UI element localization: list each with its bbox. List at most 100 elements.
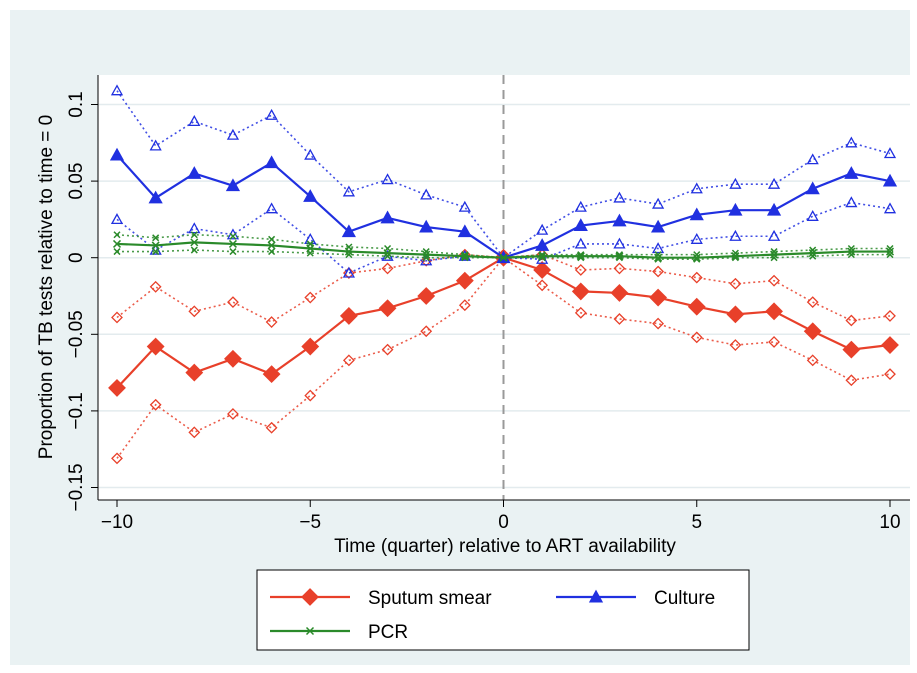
sputum-smear-ci-lower-point — [188, 426, 201, 439]
sputum-smear-point — [610, 284, 629, 302]
pcr-point — [151, 241, 160, 250]
sputum-smear-ci-upper-point — [574, 264, 587, 276]
sputum-smear-ci-lower-point — [149, 398, 162, 411]
pcr-ci-upper-point — [190, 231, 198, 239]
sputum-smear-ci-upper-point — [613, 262, 626, 275]
culture-point — [650, 219, 666, 233]
culture-ci-upper-point — [806, 153, 819, 165]
sputum-smear-point — [185, 363, 204, 382]
culture-point — [225, 178, 241, 192]
culture-ci-upper-point — [729, 177, 742, 189]
sputum-smear-point — [765, 302, 783, 321]
sputum-smear-ci-upper-point — [149, 280, 162, 293]
sputum-smear-point — [339, 306, 358, 325]
sputum-smear-point — [301, 337, 320, 356]
pcr-point — [808, 249, 817, 258]
legend: Sputum smear Culture PCR — [256, 569, 750, 651]
culture-point — [612, 213, 627, 227]
legend-marker — [588, 589, 604, 603]
culture-point — [457, 224, 472, 238]
x-tick-label: 5 — [691, 512, 702, 533]
culture-point — [380, 210, 395, 224]
sputum-smear-point — [726, 305, 745, 324]
y-axis-label: Proportion of TB tests relative to time … — [36, 115, 57, 459]
sputum-smear-point — [224, 349, 242, 368]
culture-point — [766, 202, 782, 216]
culture-point — [187, 166, 202, 179]
culture-ci-lower-line — [116, 201, 891, 274]
y-tick-label: −0.15 — [66, 463, 87, 511]
legend-items: Sputum smear Culture PCR — [270, 588, 715, 643]
culture-point — [805, 181, 820, 195]
y-tick-label: −0.05 — [66, 310, 87, 358]
pcr-point — [576, 252, 585, 261]
pcr-point — [306, 244, 315, 253]
sputum-smear-ci-upper-point — [304, 291, 317, 304]
pcr-ci-lower-point — [461, 254, 469, 262]
pcr-point — [190, 238, 199, 247]
culture-point — [728, 202, 743, 216]
culture-point — [148, 190, 163, 204]
y-tick-label: 0.05 — [66, 163, 87, 200]
x-tick-label: 0 — [498, 512, 509, 533]
culture-ci-upper-point — [226, 128, 240, 140]
sputum-smear-ci-upper-point — [420, 254, 433, 267]
culture-ci-lower-point — [729, 229, 742, 241]
culture-point — [573, 218, 588, 231]
axes: −0.15 −0.1 −0.05 0 0.05 0.1 −10 −5 0 5 10 — [66, 91, 901, 533]
sputum-smear-ci-lower-point — [342, 354, 355, 367]
legend-item-pcr: PCR — [270, 622, 408, 643]
sputum-smear-ci-upper-point — [884, 309, 896, 322]
pcr-point — [344, 247, 353, 256]
sputum-smear-ci-lower-point — [111, 452, 123, 465]
sputum-smear-ci-lower-point — [458, 299, 471, 312]
culture-point — [419, 219, 434, 233]
legend-label: Culture — [654, 588, 715, 609]
culture-point — [689, 207, 704, 221]
pcr-ci-lower-point — [731, 254, 739, 262]
sputum-smear-ci-upper-point — [342, 267, 355, 279]
sputum-smear-ci-lower-point — [381, 343, 394, 356]
sputum-smear-point — [842, 340, 861, 359]
pcr-ci-upper-point — [268, 235, 276, 243]
sputum-smear-point — [455, 271, 474, 290]
sputum-smear-point — [378, 299, 397, 318]
sputum-smear-point — [146, 337, 165, 356]
culture-ci-upper-point — [265, 108, 278, 120]
pcr-ci-upper-point — [152, 234, 160, 242]
pcr-ci-lower-point — [190, 246, 198, 254]
y-tick-label: 0.1 — [66, 91, 87, 117]
culture-ci-lower-point — [651, 242, 665, 254]
culture-point — [844, 166, 859, 179]
culture-ci-upper-point — [536, 223, 549, 235]
culture-ci-upper-point — [188, 115, 201, 127]
culture-ci-upper-point — [613, 191, 626, 203]
sputum-smear-ci-upper-point — [111, 311, 123, 324]
sputum-smear-ci-lower-point — [729, 339, 742, 351]
legend-box — [256, 569, 750, 651]
sputum-smear-ci-lower-point — [768, 336, 780, 348]
culture-ci-upper-point — [651, 197, 665, 209]
culture-ci-upper-line — [116, 90, 891, 259]
pcr-point — [654, 253, 663, 262]
sputum-smear-point — [417, 287, 436, 305]
sputum-smear-ci-lower-point — [227, 408, 239, 420]
pcr-point — [267, 241, 276, 250]
culture-ci-lower-point — [883, 202, 897, 214]
sputum-smear-ci-lower-point — [845, 374, 858, 387]
x-tick-label: −5 — [299, 512, 321, 533]
pcr-point — [615, 252, 624, 261]
x-axis-label: Time (quarter) relative to ART availabil… — [334, 536, 676, 557]
pcr-ci-lower-point — [152, 248, 160, 256]
sputum-smear-ci-lower-point — [265, 421, 278, 434]
sputum-smear-point — [533, 261, 552, 279]
pcr-ci-lower-point — [538, 254, 546, 262]
y-tick-label: −0.1 — [66, 392, 87, 430]
legend-marker — [301, 588, 319, 606]
sputum-smear-ci-upper-point — [227, 296, 239, 309]
pcr-point — [847, 247, 856, 256]
culture-ci-upper-point — [149, 139, 162, 151]
x-tick-label: 10 — [879, 512, 900, 533]
sputum-smear-ci-upper-point — [652, 265, 665, 278]
pcr-ci-lower-point — [113, 248, 121, 256]
